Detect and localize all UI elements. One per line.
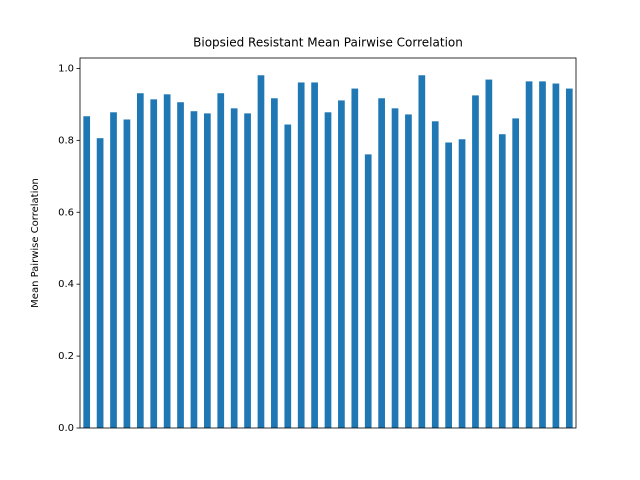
bar: [405, 114, 412, 428]
bar: [485, 79, 493, 428]
bar: [338, 100, 345, 429]
bar: [244, 113, 251, 429]
bar: [378, 98, 385, 429]
bar: [150, 99, 158, 428]
bar: [311, 82, 318, 428]
bar: [284, 124, 292, 428]
bar: [552, 83, 560, 429]
bar: [96, 138, 104, 429]
plot-frame: [79, 57, 577, 429]
bar: [391, 108, 399, 428]
y-tick-label: 0.0: [58, 423, 74, 434]
bar: [458, 139, 466, 428]
bar: [163, 94, 171, 429]
bar: [512, 118, 520, 428]
bar: [525, 81, 533, 429]
bar: [297, 82, 305, 428]
chart-title: Biopsied Resistant Mean Pairwise Correla…: [193, 36, 463, 50]
bar: [364, 154, 372, 428]
y-tick-label: 0.8: [58, 135, 74, 146]
bar: [136, 93, 144, 428]
bar: [472, 95, 479, 428]
bar: [204, 113, 211, 429]
bar: [230, 108, 238, 428]
bar: [418, 75, 426, 429]
y-tick-label: 1.0: [58, 63, 74, 74]
bar: [123, 119, 131, 428]
bar: [271, 98, 278, 429]
bar: [498, 134, 506, 428]
bar: [110, 112, 117, 428]
y-tick-label: 0.4: [58, 279, 74, 290]
bar: [83, 116, 91, 428]
bar: [431, 121, 439, 429]
bar: [190, 111, 198, 429]
y-tick-label: 0.6: [58, 207, 74, 218]
bar: [539, 81, 546, 429]
y-axis-label: Mean Pairwise Correlation: [30, 178, 41, 308]
bar: [565, 88, 573, 428]
bar: [217, 93, 225, 428]
y-tick-label: 0.2: [58, 351, 74, 362]
bar: [445, 142, 452, 428]
bar: [324, 112, 332, 428]
bar: [177, 102, 184, 428]
bar: [257, 75, 265, 429]
bar: [351, 88, 359, 428]
